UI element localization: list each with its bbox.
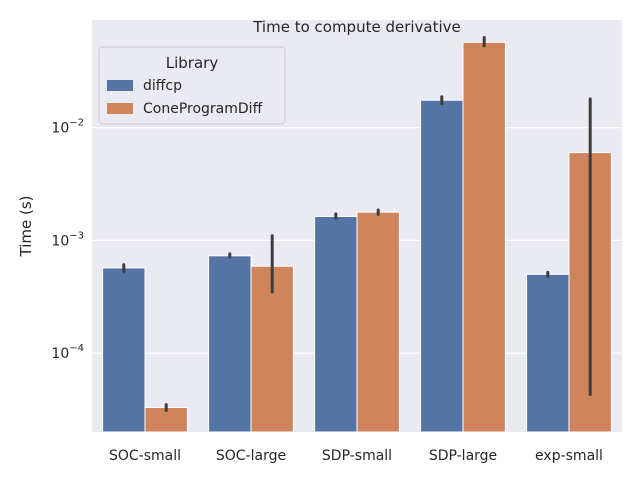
chart-title: Time to compute derivative (252, 18, 461, 36)
x-tick-label-sdp-large: SDP-large (429, 448, 497, 464)
bar-diffcp-soc-large (208, 255, 252, 433)
y-tick-labels: 10−4 10−3 10−2 (51, 118, 84, 363)
legend-swatch-diffcp (107, 80, 133, 91)
legend-title: Library (166, 54, 219, 72)
x-tick-label-exp-small: exp-small (535, 448, 603, 464)
legend-swatch-coneprogramdiff (107, 103, 133, 114)
legend-label-diffcp: diffcp (143, 78, 182, 94)
legend-label-coneprogramdiff: ConeProgramDiff (143, 101, 263, 117)
x-tick-label-soc-large: SOC-large (216, 448, 286, 464)
bar-diffcp-soc-small (102, 267, 146, 433)
x-tick-labels: SOC-small SOC-large SDP-small SDP-large exp-… (109, 448, 603, 464)
bar-coneprogramdiff-sdp-small (356, 211, 400, 433)
legend-box (98, 46, 286, 125)
x-tick-label-sdp-small: SDP-small (322, 448, 392, 464)
x-tick-label-soc-small: SOC-small (109, 448, 181, 464)
y-axis-label: Time (s) (17, 196, 35, 258)
y-tick-label: 10−4 (51, 343, 84, 362)
y-tick-label: 10−3 (51, 230, 84, 249)
legend: Library diffcp ConeProgramDiff (98, 46, 286, 125)
bar-diffcp-exp-small (526, 273, 570, 433)
y-tick-label: 10−2 (51, 118, 84, 137)
error-bars (122, 35, 592, 413)
bar-diffcp-sdp-large (420, 99, 464, 433)
bar-diffcp-sdp-small (314, 215, 358, 433)
bar-coneprogramdiff-sdp-large (462, 41, 506, 433)
